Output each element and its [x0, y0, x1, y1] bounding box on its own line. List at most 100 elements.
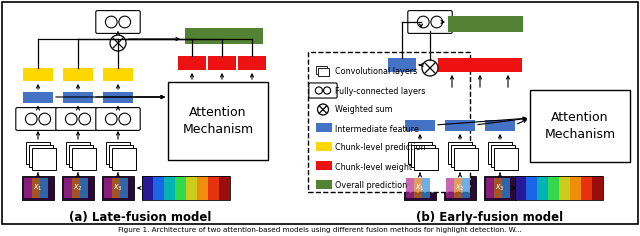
- FancyBboxPatch shape: [96, 108, 140, 131]
- Bar: [494, 178, 502, 198]
- Circle shape: [317, 104, 328, 115]
- Circle shape: [26, 113, 37, 125]
- Circle shape: [110, 35, 126, 51]
- Text: Attention
Mechanism: Attention Mechanism: [545, 111, 616, 141]
- Bar: [570, 176, 581, 200]
- Bar: [445, 120, 475, 131]
- Bar: [63, 92, 93, 103]
- Bar: [22, 176, 54, 200]
- Bar: [454, 178, 462, 198]
- Circle shape: [65, 113, 77, 125]
- Text: $x_1$: $x_1$: [33, 183, 43, 193]
- Bar: [178, 56, 206, 70]
- Bar: [186, 176, 197, 200]
- Bar: [515, 176, 603, 200]
- Bar: [491, 145, 515, 167]
- Bar: [448, 142, 472, 164]
- Text: $x_3$: $x_3$: [113, 183, 123, 193]
- Bar: [72, 148, 96, 170]
- Text: Intermediate feature: Intermediate feature: [335, 125, 419, 134]
- Bar: [26, 142, 50, 164]
- Bar: [422, 178, 430, 198]
- Text: $x_3$: $x_3$: [495, 183, 505, 193]
- Text: Overall prediction: Overall prediction: [335, 181, 407, 190]
- Bar: [559, 176, 570, 200]
- FancyBboxPatch shape: [56, 108, 100, 131]
- Bar: [72, 178, 80, 198]
- Bar: [64, 178, 72, 198]
- Bar: [62, 176, 94, 200]
- Bar: [494, 58, 522, 72]
- Bar: [29, 145, 53, 167]
- Bar: [308, 52, 470, 192]
- Bar: [103, 92, 133, 103]
- Bar: [112, 178, 120, 198]
- Bar: [24, 178, 32, 198]
- Bar: [404, 176, 436, 200]
- Bar: [526, 176, 537, 200]
- Bar: [120, 178, 128, 198]
- Circle shape: [39, 113, 51, 125]
- Bar: [438, 58, 466, 72]
- Bar: [208, 176, 219, 200]
- Bar: [537, 176, 548, 200]
- Bar: [318, 68, 329, 76]
- Bar: [448, 16, 523, 32]
- Bar: [238, 56, 266, 70]
- Bar: [316, 66, 327, 74]
- Circle shape: [106, 113, 117, 125]
- Bar: [388, 58, 416, 72]
- Bar: [208, 56, 236, 70]
- Text: $x_2$: $x_2$: [73, 183, 83, 193]
- FancyBboxPatch shape: [96, 11, 140, 34]
- FancyBboxPatch shape: [408, 11, 452, 34]
- Bar: [414, 178, 422, 198]
- Bar: [406, 178, 414, 198]
- Bar: [405, 120, 435, 131]
- Bar: [530, 90, 630, 162]
- Text: Chunk-level prediction: Chunk-level prediction: [335, 143, 426, 152]
- Text: Figure 1. Architecture of two attention-based models using different fusion meth: Figure 1. Architecture of two attention-…: [118, 227, 522, 233]
- Bar: [485, 120, 515, 131]
- Bar: [488, 142, 512, 164]
- Bar: [66, 142, 90, 164]
- Bar: [581, 176, 592, 200]
- Bar: [446, 178, 454, 198]
- Bar: [80, 178, 88, 198]
- Text: (a) Late-fusion model: (a) Late-fusion model: [69, 211, 211, 224]
- Bar: [316, 142, 332, 151]
- Bar: [444, 176, 476, 200]
- Bar: [462, 178, 470, 198]
- Bar: [164, 176, 175, 200]
- Text: $x_2$: $x_2$: [455, 183, 465, 193]
- Bar: [466, 58, 494, 72]
- Circle shape: [119, 16, 131, 28]
- Bar: [197, 176, 208, 200]
- Bar: [408, 142, 432, 164]
- Bar: [502, 178, 510, 198]
- Bar: [102, 176, 134, 200]
- Bar: [23, 68, 53, 81]
- Bar: [185, 28, 263, 44]
- Bar: [548, 176, 559, 200]
- Bar: [494, 148, 518, 170]
- Bar: [316, 180, 332, 189]
- Circle shape: [119, 113, 131, 125]
- Text: Convolutional layers: Convolutional layers: [335, 67, 417, 76]
- Text: Chunk-level weight: Chunk-level weight: [335, 163, 412, 172]
- Bar: [40, 178, 48, 198]
- Bar: [23, 92, 53, 103]
- Bar: [515, 176, 526, 200]
- Bar: [454, 148, 478, 170]
- Circle shape: [106, 16, 117, 28]
- Text: Weighted sum: Weighted sum: [335, 105, 392, 114]
- Bar: [316, 123, 332, 132]
- Bar: [103, 68, 133, 81]
- Bar: [175, 176, 186, 200]
- Circle shape: [417, 16, 429, 28]
- Bar: [484, 176, 516, 200]
- Bar: [414, 148, 438, 170]
- FancyBboxPatch shape: [309, 83, 337, 98]
- Bar: [219, 176, 230, 200]
- Bar: [592, 176, 603, 200]
